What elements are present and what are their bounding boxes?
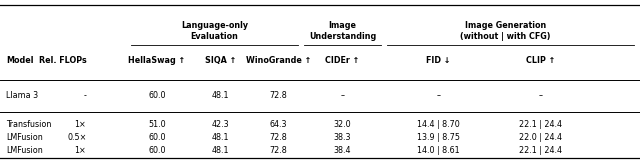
Text: 51.0: 51.0 [148, 120, 166, 129]
Text: Language-only
Evaluation: Language-only Evaluation [181, 21, 248, 41]
Text: –: – [436, 92, 440, 100]
Text: 0.5×: 0.5× [67, 133, 86, 142]
Text: Image
Understanding: Image Understanding [308, 21, 376, 41]
Text: FID ↓: FID ↓ [426, 56, 451, 65]
Text: 32.0: 32.0 [333, 120, 351, 129]
Text: 60.0: 60.0 [148, 92, 166, 100]
Text: Image Generation
(without | with CFG): Image Generation (without | with CFG) [460, 21, 551, 41]
Text: 72.8: 72.8 [269, 133, 287, 142]
Text: 60.0: 60.0 [148, 133, 166, 142]
Text: 22.1 | 24.4: 22.1 | 24.4 [519, 146, 563, 155]
Text: 14.0 | 8.61: 14.0 | 8.61 [417, 146, 460, 155]
Text: 48.1: 48.1 [212, 146, 230, 155]
Text: –: – [539, 92, 543, 100]
Text: Model: Model [6, 56, 34, 65]
Text: 22.0 | 24.4: 22.0 | 24.4 [519, 133, 563, 142]
Text: 60.0: 60.0 [148, 146, 166, 155]
Text: 48.1: 48.1 [212, 92, 230, 100]
Text: CIDEr ↑: CIDEr ↑ [325, 56, 360, 65]
Text: 1×: 1× [75, 120, 86, 129]
Text: LMFusion: LMFusion [6, 146, 43, 155]
Text: -: - [84, 92, 86, 100]
Text: 1×: 1× [75, 146, 86, 155]
Text: LMFusion: LMFusion [6, 133, 43, 142]
Text: 38.4: 38.4 [333, 146, 351, 155]
Text: HellaSwag ↑: HellaSwag ↑ [128, 56, 186, 65]
Text: –: – [340, 92, 344, 100]
Text: 22.1 | 24.4: 22.1 | 24.4 [519, 120, 563, 129]
Text: 13.9 | 8.75: 13.9 | 8.75 [417, 133, 460, 142]
Text: SIQA ↑: SIQA ↑ [205, 56, 237, 65]
Text: WinoGrande ↑: WinoGrande ↑ [246, 56, 311, 65]
Text: CLIP ↑: CLIP ↑ [526, 56, 556, 65]
Text: 48.1: 48.1 [212, 133, 230, 142]
Text: 14.4 | 8.70: 14.4 | 8.70 [417, 120, 460, 129]
Text: 72.8: 72.8 [269, 146, 287, 155]
Text: 64.3: 64.3 [269, 120, 287, 129]
Text: Rel. FLOPs: Rel. FLOPs [38, 56, 86, 65]
Text: Transfusion: Transfusion [6, 120, 52, 129]
Text: 72.8: 72.8 [269, 92, 287, 100]
Text: 38.3: 38.3 [333, 133, 351, 142]
Text: 42.3: 42.3 [212, 120, 230, 129]
Text: Llama 3: Llama 3 [6, 92, 38, 100]
